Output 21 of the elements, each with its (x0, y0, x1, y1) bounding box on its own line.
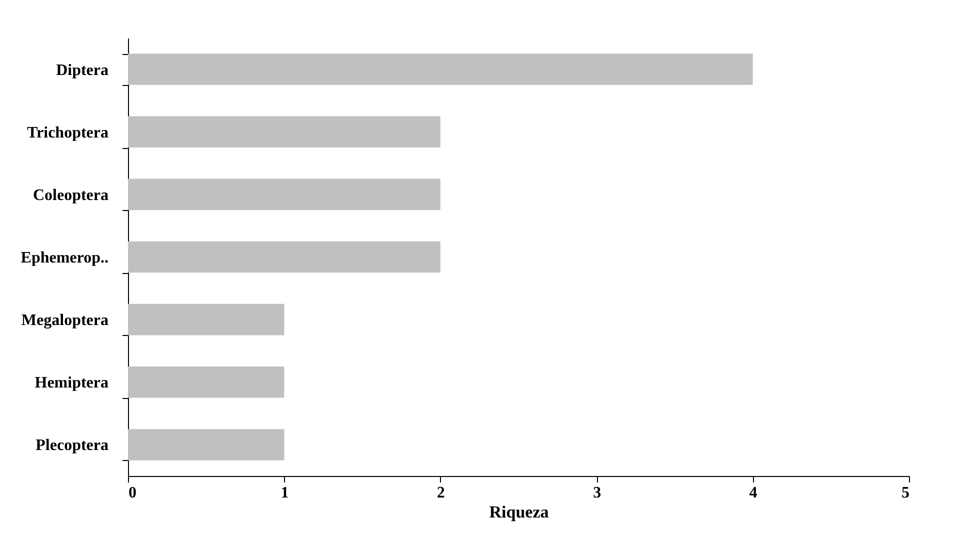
bar (128, 116, 440, 148)
y-tick-label: Coleoptera (32, 186, 108, 204)
bar (128, 178, 440, 210)
x-tick-label: 3 (593, 484, 602, 502)
y-tick-label: Diptera (56, 62, 108, 79)
bar (128, 429, 284, 460)
x-axis-title: Riqueza (489, 502, 550, 522)
bar (128, 304, 284, 336)
bar (128, 366, 284, 398)
y-tick-label: Plecoptera (36, 437, 108, 454)
x-tick-label: 5 (902, 484, 910, 502)
x-tick-label: 1 (280, 484, 289, 502)
x-tick-label: 0 (128, 484, 136, 502)
x-tick-label: 4 (749, 484, 758, 502)
y-tick-label: Ephemerop.. (20, 250, 108, 266)
bar (128, 54, 753, 85)
y-tick-label: Trichoptera (27, 124, 108, 142)
y-tick-label: Megaloptera (21, 312, 108, 330)
bar (128, 241, 440, 273)
x-tick-label: 2 (436, 484, 445, 502)
y-tick-label: Hemiptera (34, 374, 108, 392)
